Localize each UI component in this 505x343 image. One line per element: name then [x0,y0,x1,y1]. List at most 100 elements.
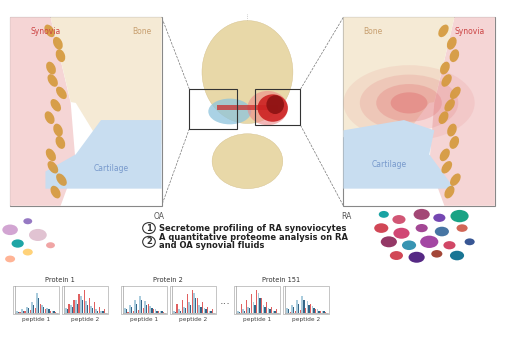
Bar [146,305,147,313]
Bar [256,290,257,313]
Bar [312,306,313,313]
Bar [18,312,19,313]
Bar [268,308,269,313]
FancyBboxPatch shape [170,286,216,314]
Text: and OA synovial fluids: and OA synovial fluids [159,241,265,250]
Bar [137,310,139,313]
Ellipse shape [409,252,425,263]
Bar [191,290,193,313]
Bar [258,293,259,313]
Bar [289,312,291,313]
Text: Bone: Bone [364,27,383,36]
Ellipse shape [431,250,442,258]
Text: A quantitative proteome analysis on RA: A quantitative proteome analysis on RA [159,233,348,242]
Bar [264,307,266,313]
Ellipse shape [438,25,448,37]
Bar [34,308,36,313]
Ellipse shape [450,87,461,99]
Bar [124,308,126,313]
Bar [254,305,256,313]
Bar [147,304,149,313]
Bar [24,311,26,313]
Bar [73,300,75,313]
Bar [129,305,131,313]
Text: OA: OA [153,212,164,221]
Bar [38,298,39,313]
Bar [198,305,200,313]
Bar [46,308,48,313]
Bar [308,305,310,313]
Ellipse shape [441,74,452,87]
Ellipse shape [392,215,406,224]
Text: peptide 2: peptide 2 [292,317,320,322]
Ellipse shape [414,209,430,220]
Bar [250,294,252,313]
Bar [201,303,203,313]
Polygon shape [10,17,76,206]
Bar [36,293,38,313]
Bar [180,310,181,313]
Bar [303,300,305,313]
Bar [183,307,185,313]
Ellipse shape [44,111,55,124]
Ellipse shape [444,99,455,111]
Bar [305,308,306,313]
Bar [141,300,142,313]
Bar [80,296,82,313]
Bar [95,309,97,313]
Ellipse shape [381,236,397,247]
Bar [70,305,72,313]
Ellipse shape [50,186,61,198]
Ellipse shape [440,149,450,161]
Bar [131,307,132,313]
Bar [29,310,31,313]
Bar [21,309,23,313]
Ellipse shape [457,224,468,232]
Bar [151,308,153,313]
Bar [85,301,87,313]
Bar [87,305,88,313]
Polygon shape [50,17,162,144]
Bar [44,309,46,313]
Ellipse shape [376,84,442,122]
Text: peptide 2: peptide 2 [179,317,207,322]
Bar [16,310,18,313]
Bar [185,308,186,313]
Bar [102,311,104,313]
Bar [98,307,100,313]
FancyBboxPatch shape [217,105,278,110]
Bar [88,298,90,313]
Bar [307,301,308,313]
Ellipse shape [208,99,251,125]
Ellipse shape [447,123,457,137]
Bar [134,300,136,313]
Bar [294,311,296,313]
Bar [293,307,294,313]
Bar [298,304,299,313]
Bar [261,298,262,313]
Bar [72,307,73,313]
Bar [296,300,298,313]
Bar [249,308,250,313]
Ellipse shape [56,87,67,99]
Ellipse shape [47,161,58,174]
Text: Protein 1: Protein 1 [45,277,75,283]
Bar [156,310,158,313]
Bar [48,309,49,313]
Bar [313,308,315,313]
Bar [160,310,161,313]
Bar [31,303,33,313]
Bar [67,309,68,313]
Text: Protein 2: Protein 2 [154,277,183,283]
Bar [318,310,320,313]
Ellipse shape [47,74,58,87]
Ellipse shape [142,223,156,234]
Ellipse shape [56,136,65,149]
Ellipse shape [374,223,388,233]
Bar [212,309,213,313]
Bar [90,306,92,313]
Bar [142,308,144,313]
Bar [271,307,272,313]
Bar [55,312,56,313]
Text: 1: 1 [146,224,152,233]
